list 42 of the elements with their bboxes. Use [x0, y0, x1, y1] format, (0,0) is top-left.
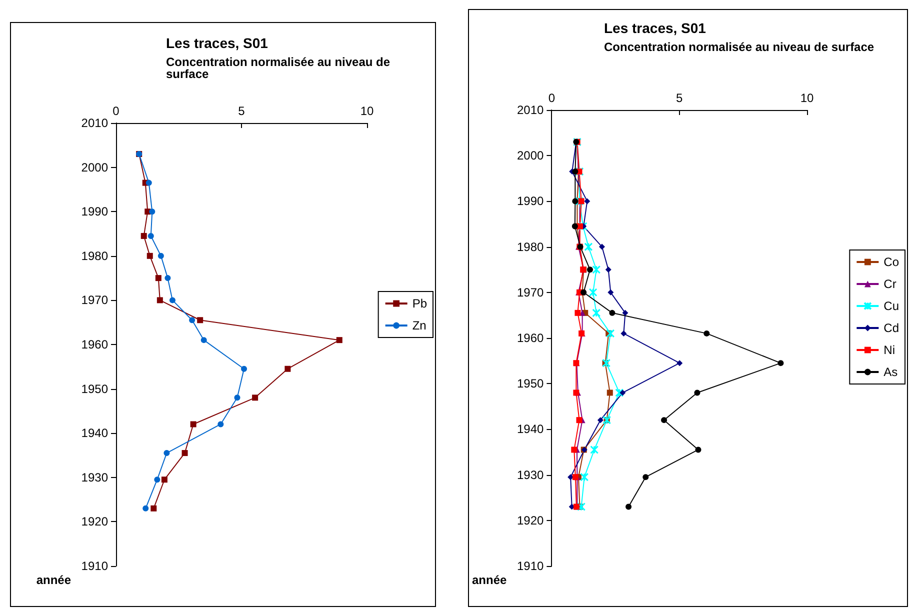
- chart-title: Les traces, S01: [166, 35, 268, 51]
- legend-label: Ni: [884, 343, 896, 357]
- y-tick-label: 1950: [81, 382, 108, 396]
- y-tick-label: 1940: [81, 426, 108, 440]
- legend-label: Cd: [884, 321, 900, 335]
- x-tick-label: 0: [112, 104, 120, 118]
- y-tick-label: 1990: [81, 204, 108, 219]
- y-tick-label: 2010: [516, 103, 544, 117]
- y-axis-title: année: [36, 573, 72, 587]
- x-tick-label: 5: [676, 91, 683, 105]
- y-tick-label: 1950: [516, 376, 544, 391]
- y-tick-label: 1960: [516, 331, 544, 345]
- y-tick-label: 1940: [516, 422, 544, 436]
- x-tick-label: 5: [238, 104, 246, 118]
- x-tick-label: 10: [360, 104, 374, 118]
- x-tick-label: 0: [548, 91, 556, 105]
- x-tick-label: 10: [800, 91, 814, 105]
- legend-label: Cr: [884, 277, 896, 291]
- y-tick-label: 2000: [81, 160, 108, 174]
- y-tick-label: 1920: [516, 513, 544, 528]
- y-tick-label: 1970: [81, 293, 108, 308]
- y-tick-label: 1930: [81, 470, 108, 484]
- legend-label: Zn: [412, 318, 426, 332]
- legend-label: Cu: [884, 299, 900, 313]
- y-tick-label: 1990: [516, 194, 544, 208]
- y-tick-label: 1970: [516, 285, 544, 300]
- y-tick-label: 2000: [516, 148, 544, 163]
- y-tick-label: 1910: [81, 559, 108, 573]
- legend-label: As: [884, 365, 898, 379]
- y-tick-label: 1910: [516, 559, 544, 573]
- chart-title: Les traces, S01: [604, 20, 706, 36]
- y-tick-label: 1930: [516, 468, 544, 482]
- y-tick-label: 1980: [81, 248, 108, 263]
- y-tick-label: 1980: [516, 240, 544, 254]
- legend-label: Pb: [412, 296, 428, 310]
- y-tick-label: 1920: [81, 514, 108, 529]
- legend-label: Co: [884, 255, 900, 269]
- chart-subtitle: Concentration normalisée au niveau de surface: [166, 55, 394, 81]
- chart-subtitle: Concentration normalisée au niveau de surface: [604, 40, 874, 54]
- y-tick-label: 1960: [81, 338, 108, 352]
- y-axis-title: année: [472, 573, 507, 587]
- y-tick-label: 2010: [81, 116, 108, 130]
